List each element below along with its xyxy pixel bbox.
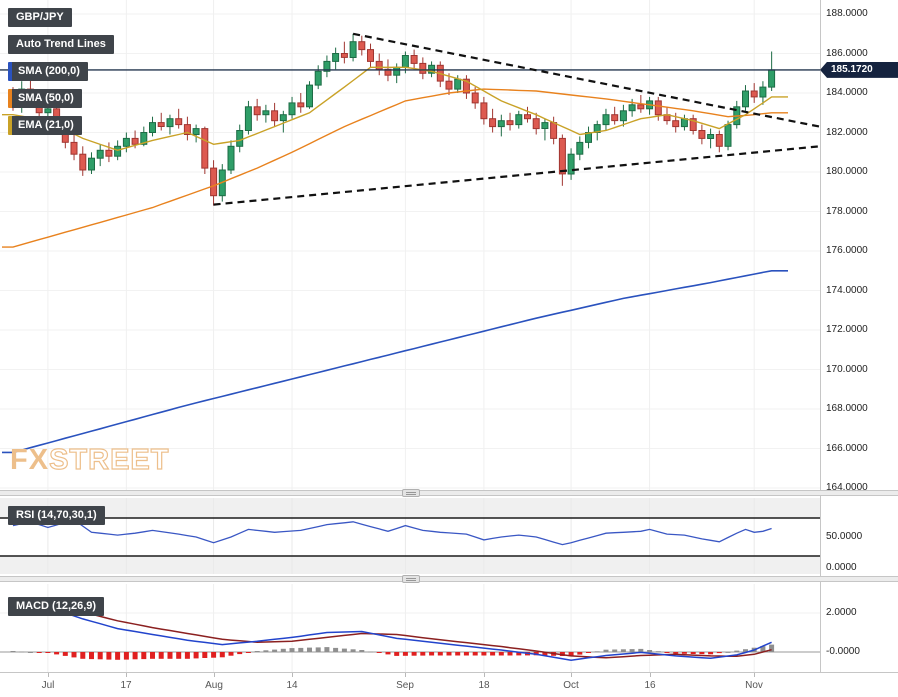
macd-axis-label: -0.0000 <box>826 646 860 657</box>
macd-chart[interactable] <box>0 584 820 672</box>
ema-21-badge[interactable]: EMA (21,0) <box>8 116 82 135</box>
panel-divider <box>0 576 898 582</box>
auto-trend-lines-badge[interactable]: Auto Trend Lines <box>8 35 114 54</box>
rsi-lower-band <box>0 556 820 574</box>
macd-axis-label: 2.0000 <box>826 607 857 618</box>
drag-handle-icon[interactable] <box>402 489 420 497</box>
x-axis-label: Sep <box>396 680 414 691</box>
sma-50-line <box>2 88 788 248</box>
auto-trend-line <box>352 32 820 128</box>
fxstreet-logo-street: STREET <box>48 443 170 476</box>
macd-histogram <box>10 644 775 660</box>
x-axis-label: 18 <box>478 680 490 691</box>
fxstreet-watermark: FXSTREET <box>10 443 170 477</box>
price-axis-label: 176.0000 <box>826 245 868 256</box>
x-axis-label: 17 <box>120 680 132 691</box>
time-axis-tick <box>405 673 406 677</box>
sma-50-badge[interactable]: SMA (50,0) <box>8 89 82 108</box>
x-axis-label: Nov <box>745 680 763 691</box>
price-axis-label: 188.0000 <box>826 8 868 19</box>
candlesticks <box>9 33 776 206</box>
price-axis-label: 172.0000 <box>826 324 868 335</box>
time-axis-tick <box>214 673 215 677</box>
rsi-axis-label: 0.0000 <box>826 562 857 573</box>
rsi-badge[interactable]: RSI (14,70,30,1) <box>8 506 105 525</box>
time-axis-tick <box>292 673 293 677</box>
price-axis-label: 170.0000 <box>826 363 868 375</box>
time-axis-tick <box>754 673 755 677</box>
macd-signal-line <box>12 601 772 659</box>
x-axis-label: 16 <box>644 680 656 691</box>
auto-trend-line <box>213 145 820 206</box>
price-axis-label: 180.0000 <box>826 166 868 177</box>
panel-divider <box>0 490 898 496</box>
x-axis-label: Jul <box>41 680 55 691</box>
macd-line <box>12 600 772 661</box>
price-axis[interactable]: 188.0000 186.0000 184.0000 182.0000 180.0000… <box>820 0 898 672</box>
ema-21-line <box>2 66 788 152</box>
price-axis-label: 186.0000 <box>826 47 868 59</box>
price-axis-label: 184.0000 <box>826 87 868 98</box>
fxstreet-logo-fx: FX <box>10 444 50 476</box>
rsi-upper-band <box>0 498 820 518</box>
price-axis-label: 168.0000 <box>826 403 868 414</box>
price-axis-label: 178.0000 <box>826 205 868 217</box>
time-axis-tick <box>650 673 651 677</box>
time-axis-tick <box>484 673 485 677</box>
price-axis-label: 174.0000 <box>826 284 868 296</box>
price-chart[interactable] <box>0 0 820 490</box>
x-axis-label: Oct <box>563 680 579 691</box>
price-axis-label: 166.0000 <box>826 442 868 454</box>
drag-handle-icon[interactable] <box>402 575 420 583</box>
x-axis-label: 14 <box>286 680 298 691</box>
time-axis-tick <box>126 673 127 677</box>
price-axis-label: 182.0000 <box>826 126 868 138</box>
rsi-chart[interactable] <box>0 498 820 574</box>
current-price-badge: 185.1720 <box>820 61 898 78</box>
x-axis-label: Aug <box>205 680 223 691</box>
time-axis-tick <box>571 673 572 677</box>
sma-200-badge[interactable]: SMA (200,0) <box>8 62 88 81</box>
time-axis-tick <box>48 673 49 677</box>
price-axis-label: 164.0000 <box>826 482 868 493</box>
time-axis[interactable]: Jul 17 Aug 14 Sep 18 Oct 16 Nov <box>0 672 898 697</box>
rsi-line <box>12 519 772 546</box>
sma-200-line <box>2 270 788 454</box>
symbol-badge[interactable]: GBP/JPY <box>8 8 72 27</box>
macd-badge[interactable]: MACD (12,26,9) <box>8 597 105 616</box>
rsi-axis-label: 50.0000 <box>826 531 863 542</box>
